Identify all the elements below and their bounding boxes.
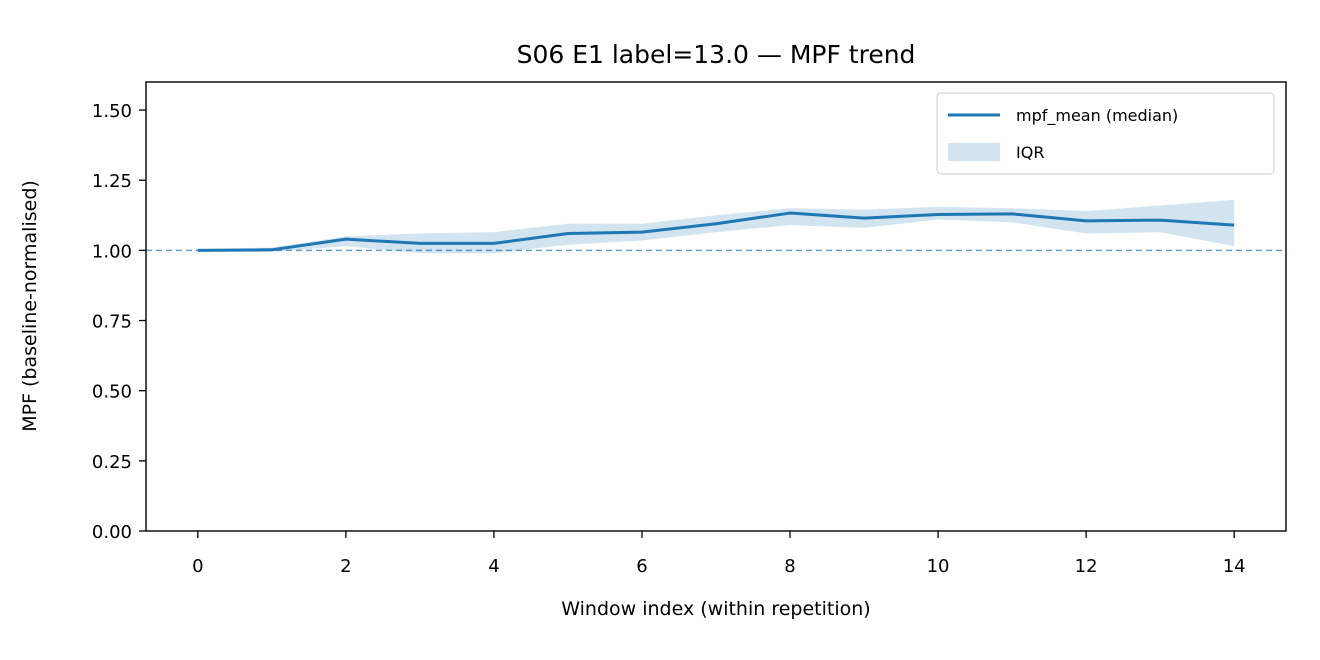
x-tick-label: 0: [192, 556, 203, 577]
x-tick-label: 8: [784, 556, 795, 577]
y-tick-label: 0.00: [92, 522, 132, 543]
x-tick-label: 4: [488, 556, 499, 577]
series-line-median: [197, 211, 1235, 252]
plot-area: [146, 199, 1286, 254]
y-axis-ticks: 0.00 0.25 0.50 0.75 1.00 1.25 1.50: [92, 101, 146, 543]
legend-label-median: mpf_mean (median): [1016, 106, 1178, 126]
x-tick-label: 14: [1223, 556, 1246, 577]
y-axis-label: MPF (baseline-normalised): [19, 180, 41, 432]
legend-swatch-iqr: [948, 143, 1000, 161]
y-tick-label: 1.25: [92, 171, 132, 192]
x-tick-label: 2: [340, 556, 351, 577]
y-tick-label: 0.25: [92, 452, 132, 473]
legend-box: [936, 92, 1275, 175]
x-tick-label: 10: [927, 556, 950, 577]
axes-frame: [145, 81, 1287, 532]
y-tick-label: 1.00: [92, 241, 132, 262]
x-axis-label: Window index (within repetition): [561, 598, 870, 620]
chart-title: S06 E1 label=13.0 — MPF trend: [517, 40, 916, 69]
x-tick-label: 12: [1075, 556, 1098, 577]
y-tick-label: 0.50: [92, 382, 132, 403]
legend: mpf_mean (median) IQR: [936, 92, 1275, 175]
x-axis-ticks: 0 2 4 6 8 10 12 14: [192, 531, 1246, 577]
y-tick-label: 1.50: [92, 101, 132, 122]
x-tick-label: 6: [636, 556, 647, 577]
y-tick-label: 0.75: [92, 312, 132, 333]
legend-label-iqr: IQR: [1016, 143, 1044, 162]
